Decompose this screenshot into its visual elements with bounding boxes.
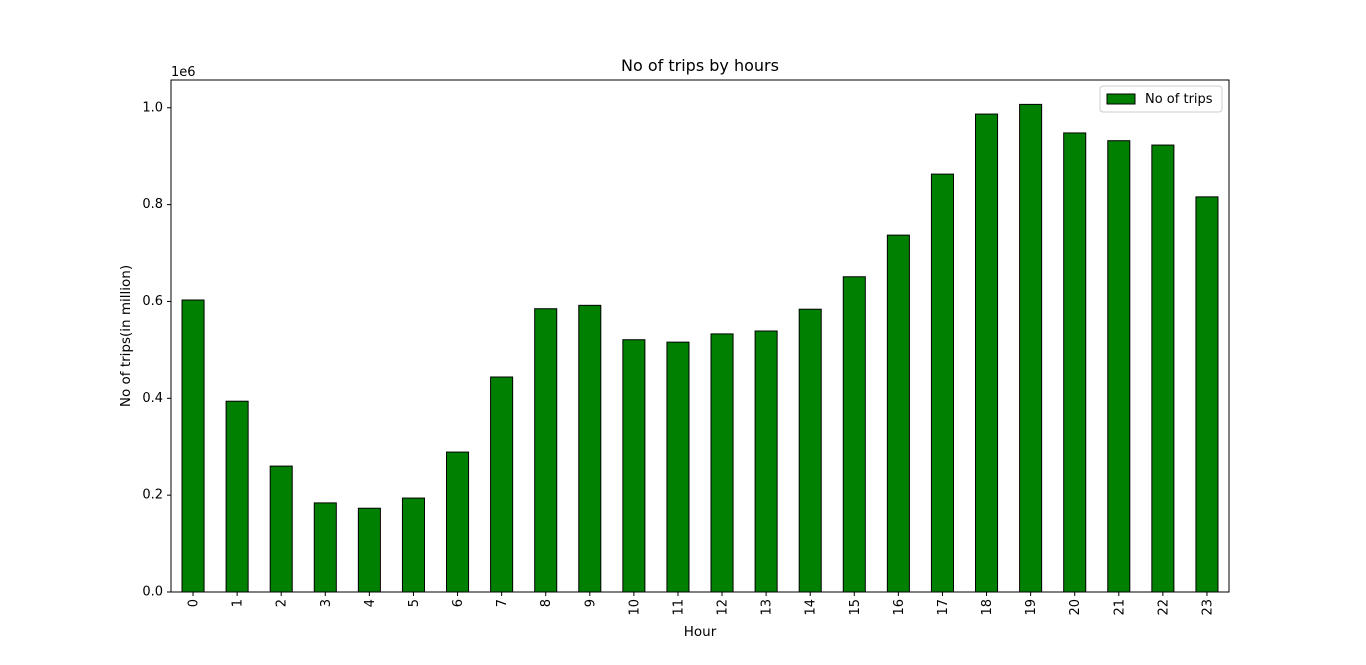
x-tick-label: 22 [1156, 599, 1171, 616]
legend-label: No of trips [1145, 92, 1213, 107]
x-tick-label: 18 [980, 599, 995, 616]
y-axis-ticks: 0.0 0.2 0.4 0.6 0.8 1.0 [142, 100, 171, 600]
bar-hour-20 [1063, 132, 1087, 593]
x-tick-label: 4 [363, 599, 378, 607]
x-tick-label: 10 [627, 599, 642, 616]
x-tick-label: 20 [1068, 599, 1083, 616]
bar-hour-5 [401, 497, 425, 593]
x-tick-label: 23 [1200, 599, 1215, 616]
bar-hour-22 [1151, 144, 1175, 593]
x-tick-label: 15 [848, 599, 863, 616]
x-tick-label: 0 [187, 599, 202, 607]
bar-hour-14 [798, 308, 822, 593]
y-tick-label: 0.8 [142, 197, 163, 212]
legend-box [1099, 85, 1223, 113]
bar-hour-21 [1107, 140, 1131, 593]
legend-swatch [1106, 93, 1136, 105]
chart-title: No of trips by hours [621, 56, 779, 75]
bar-hour-8 [534, 308, 558, 593]
x-tick-label: 21 [1112, 599, 1127, 616]
y-tick-label: 0.0 [142, 585, 163, 600]
x-tick-label: 9 [583, 599, 598, 607]
bar-hour-1 [225, 400, 249, 593]
y-tick-label: 1.0 [142, 100, 163, 115]
bar-hour-13 [754, 330, 778, 593]
plot-area-frame [170, 79, 1230, 593]
bar-hour-7 [490, 376, 514, 593]
bar-hour-16 [886, 234, 910, 593]
x-tick-label: 19 [1024, 599, 1039, 616]
x-tick-label: 11 [671, 599, 686, 616]
bar-hour-19 [1019, 103, 1043, 593]
bar-hour-12 [710, 333, 734, 593]
x-tick-label: 12 [716, 599, 731, 616]
x-tick-label: 17 [936, 599, 951, 616]
y-tick-label: 0.2 [142, 488, 163, 503]
bar-hour-0 [181, 299, 205, 593]
x-tick-label: 6 [451, 599, 466, 607]
x-tick-label: 16 [892, 599, 907, 616]
y-axis-label: No of trips(in million) [118, 265, 134, 407]
bar-hour-23 [1195, 196, 1219, 593]
x-tick-label: 2 [275, 599, 290, 607]
bar-hour-4 [357, 507, 381, 593]
bar-hour-2 [269, 465, 293, 593]
x-tick-label: 5 [407, 599, 422, 607]
y-offset-text: 1e6 [171, 65, 196, 80]
x-axis-label: Hour [684, 624, 717, 640]
bar-hour-9 [578, 304, 602, 593]
bar-hour-15 [842, 276, 866, 593]
legend: No of trips [1099, 85, 1223, 113]
bar-hour-18 [975, 113, 999, 593]
bars-group [181, 103, 1219, 593]
x-tick-label: 1 [231, 599, 246, 607]
x-tick-label: 14 [804, 599, 819, 616]
y-tick-label: 0.4 [142, 391, 163, 406]
y-tick-label: 0.6 [142, 294, 163, 309]
bar-hour-3 [313, 502, 337, 593]
x-tick-label: 8 [539, 599, 554, 607]
x-tick-label: 7 [495, 599, 510, 607]
bar-hour-6 [446, 451, 470, 593]
bar-hour-11 [666, 341, 690, 593]
bar-hour-17 [930, 173, 954, 593]
bar-hour-10 [622, 339, 646, 593]
x-axis-ticks: 0 1 2 3 4 5 6 7 8 9 10 11 12 13 14 15 16 17 18 19 20 21 22 23 [187, 592, 1215, 616]
x-tick-label: 3 [319, 599, 334, 607]
x-tick-label: 13 [760, 599, 775, 616]
